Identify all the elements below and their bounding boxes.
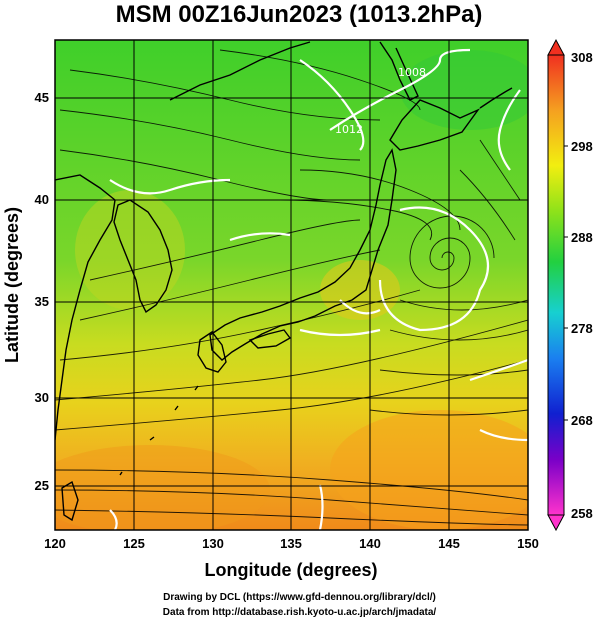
colorbar-tick-labels: 308 298 288 278 268 258	[571, 50, 593, 521]
y-tick-label: 40	[35, 192, 49, 207]
x-tick-labels: 120 125 130 135 140 145 150	[44, 536, 539, 551]
x-axis-label: Longitude (degrees)	[204, 560, 377, 580]
x-tick-label: 140	[359, 536, 381, 551]
warm-region-kanto	[320, 260, 400, 320]
map-title: MSM 00Z16Jun2023 (1013.2hPa)	[116, 1, 483, 28]
y-tick-label: 45	[35, 90, 49, 105]
colorbar-scale	[547, 54, 565, 516]
coastlines	[55, 41, 513, 522]
isobars	[109, 48, 528, 530]
colorbar-tick-label: 298	[571, 139, 593, 154]
x-tick-label: 150	[517, 536, 539, 551]
x-tick-label: 145	[438, 536, 460, 551]
y-tick-label: 30	[35, 390, 49, 405]
plot-frame	[54, 39, 529, 531]
y-tick-label: 25	[35, 478, 49, 493]
colorbar-tick-label: 308	[571, 50, 593, 65]
isobar-label-1012: 1012	[335, 123, 363, 136]
colorbar	[547, 38, 568, 532]
x-tick-label: 125	[123, 536, 145, 551]
x-tick-label: 135	[280, 536, 302, 551]
x-tick-label: 130	[202, 536, 224, 551]
warm-region-south	[55, 445, 270, 530]
warm-region	[330, 410, 528, 530]
y-tick-labels: 25 30 35 40 45	[35, 90, 49, 493]
colorbar-min-arrow	[547, 514, 565, 532]
y-tick-label: 35	[35, 294, 49, 309]
wind-streamlines	[55, 49, 528, 526]
colorbar-tick-label: 258	[571, 506, 593, 521]
isobar-label-1008: 1008	[398, 66, 426, 79]
map-grid	[55, 40, 528, 530]
warm-region-korea	[75, 190, 185, 310]
credit-drawing: Drawing by DCL (https://www.gfd-dennou.o…	[163, 592, 436, 603]
x-tick-label: 120	[44, 536, 66, 551]
plot-area: 1008 1012	[55, 40, 528, 530]
credit-data: Data from http://database.rish.kyoto-u.a…	[162, 607, 437, 618]
colorbar-max-arrow	[547, 38, 565, 56]
colorbar-tick-label: 288	[571, 230, 593, 245]
y-axis-label: Latitude (degrees)	[2, 207, 22, 363]
colorbar-tick-label: 268	[571, 413, 593, 428]
colorbar-tick-label: 278	[571, 321, 593, 336]
